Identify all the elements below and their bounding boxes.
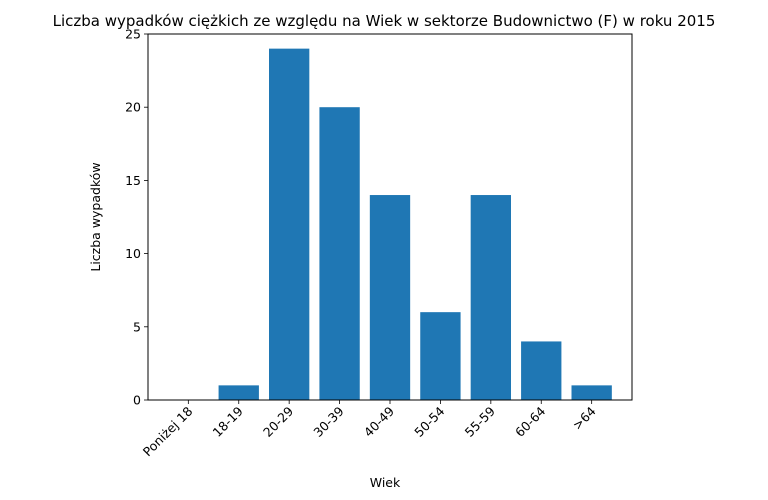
- y-tick-label: 20: [125, 100, 141, 115]
- x-tick-label: 40-49: [361, 403, 397, 439]
- x-axis-label: Wiek: [370, 475, 401, 490]
- bars: [218, 48, 612, 400]
- x-tick-label: 20-29: [260, 403, 296, 439]
- y-tick-label: 15: [125, 173, 141, 188]
- x-tick-label: 30-39: [310, 403, 346, 439]
- bar: [571, 385, 612, 400]
- y-axis-label: Liczba wypadków: [88, 162, 103, 271]
- bar: [218, 385, 259, 400]
- y-tick-label: 10: [125, 246, 141, 261]
- y-axis-ticks: 0 5 10 15 20 25: [125, 27, 148, 408]
- bar: [319, 107, 360, 400]
- chart-title: Liczba wypadków ciężkich ze względu na W…: [53, 12, 716, 30]
- bar: [420, 312, 461, 400]
- bar: [369, 195, 411, 400]
- bar: [269, 48, 310, 400]
- x-tick-label: 50-54: [411, 403, 447, 439]
- y-tick-label: 5: [133, 319, 141, 334]
- bar: [521, 341, 562, 400]
- x-tick-label: >64: [570, 403, 599, 432]
- x-tick-label: 18-19: [210, 403, 246, 439]
- x-axis-ticks: Poniżej 18 18-19 20-29 30-39 40-49 50-54 55-59…: [140, 400, 599, 459]
- bar: [470, 195, 511, 400]
- x-tick-label: 60-64: [512, 403, 548, 439]
- x-tick-label: Poniżej 18: [140, 403, 196, 459]
- y-tick-label: 0: [133, 393, 141, 408]
- x-tick-label: 55-59: [462, 403, 498, 439]
- plot-frame: [147, 33, 633, 401]
- y-tick-label: 25: [125, 27, 141, 42]
